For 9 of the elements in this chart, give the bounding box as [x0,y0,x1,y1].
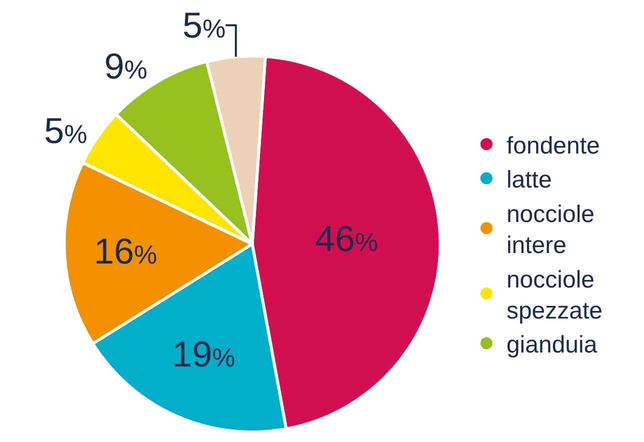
data-label: 5% [44,110,88,152]
data-label: 9% [104,46,148,87]
data-label: 19% [172,334,236,375]
data-label: 5% [182,4,226,46]
legend-label: latte [506,166,552,194]
data-label: 46% [314,218,378,260]
legend-label: fondente [506,132,600,160]
data-label: 16% [94,230,158,272]
legend-label: gianduia [506,332,598,359]
